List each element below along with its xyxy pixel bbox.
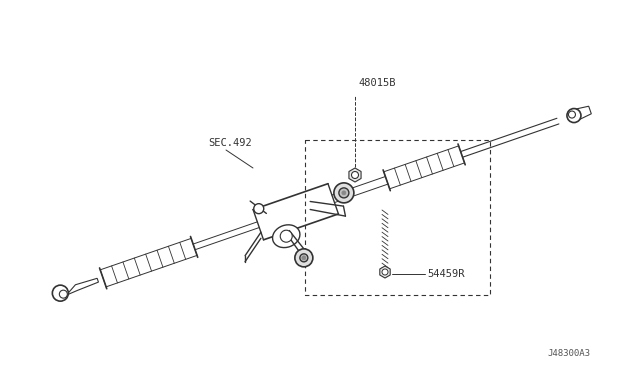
Circle shape: [342, 191, 346, 195]
Circle shape: [300, 254, 308, 262]
Text: 54459R: 54459R: [427, 269, 465, 279]
Circle shape: [302, 256, 306, 260]
Circle shape: [382, 269, 388, 275]
Circle shape: [567, 109, 581, 122]
Circle shape: [253, 204, 264, 214]
Ellipse shape: [273, 225, 300, 248]
Text: J48300A3: J48300A3: [547, 349, 590, 358]
Polygon shape: [349, 168, 361, 182]
Circle shape: [60, 290, 67, 298]
Text: 48015B: 48015B: [358, 78, 396, 88]
Circle shape: [334, 183, 354, 203]
Circle shape: [339, 188, 349, 198]
Circle shape: [351, 171, 358, 179]
Circle shape: [568, 111, 575, 118]
Polygon shape: [380, 266, 390, 278]
Circle shape: [280, 230, 292, 242]
Text: SEC.492: SEC.492: [208, 138, 252, 148]
Circle shape: [295, 249, 313, 267]
Circle shape: [52, 285, 68, 301]
